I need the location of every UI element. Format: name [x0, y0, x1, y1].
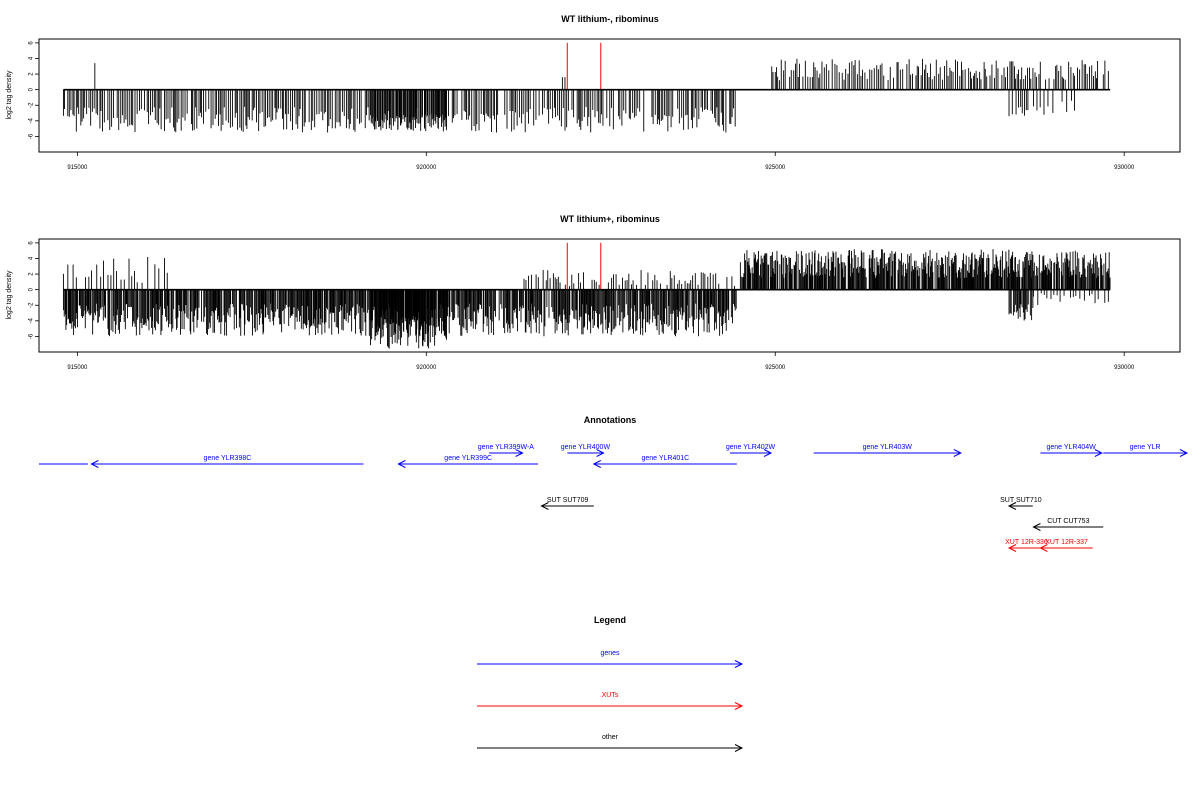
feature-label: gene YLR399C	[444, 455, 492, 462]
annotation-feature: gene YLR400W	[561, 444, 611, 457]
feature-arrowhead	[397, 460, 406, 468]
annotation-feature: gene YLR403W	[813, 444, 962, 457]
feature-arrowhead	[1039, 544, 1048, 552]
y-tick-label: 2	[29, 72, 35, 76]
legend-label: genes	[600, 650, 620, 657]
annotation-feature: gene YLR398C	[90, 455, 364, 468]
annotation-feature: XUT 12R-336	[1005, 539, 1048, 552]
feature-label: gene YLR398C	[204, 455, 252, 462]
feature-arrowhead	[1007, 502, 1017, 510]
y-axis-label: log2 tag density	[6, 270, 13, 320]
legend-item: XUTs	[477, 692, 744, 710]
feature-label: XUT 12R-336	[1005, 539, 1048, 546]
tag-density-bars	[62, 58, 1109, 133]
feature-label: XUT 12R-337	[1045, 539, 1088, 546]
feature-arrowhead	[596, 449, 605, 457]
feature-arrowhead	[1094, 449, 1103, 457]
y-tick-label: 0	[29, 87, 35, 91]
feature-label: gene YLR403W	[863, 444, 913, 451]
feature-label: gene YLR400W	[561, 444, 611, 451]
y-axis: 6 4 2 0 -2 -4 -6	[29, 241, 39, 339]
feature-arrowhead	[540, 502, 549, 510]
x-tick-label: 920000	[416, 165, 437, 171]
y-tick-label: -2	[29, 302, 35, 308]
y-tick-label: 4	[29, 56, 35, 60]
y-tick-label: 6	[29, 241, 35, 245]
y-tick-label: -4	[29, 318, 35, 324]
feature-arrowhead	[1007, 544, 1017, 552]
feature-label: gene YLR	[1130, 444, 1161, 451]
annotation-feature: XUT 12R-337	[1039, 539, 1093, 552]
x-tick-label: 925000	[765, 165, 786, 171]
annotation-feature: gene YLR	[1103, 444, 1189, 457]
y-tick-label: -6	[29, 333, 35, 339]
feature-arrowhead	[515, 449, 524, 457]
x-tick-label: 930000	[1114, 365, 1135, 371]
annotation-feature: gene YLR399C	[397, 455, 538, 468]
feature-arrowhead	[1032, 523, 1041, 531]
x-tick-label: 920000	[416, 365, 437, 371]
annotation-feature: SUT SUT709	[540, 497, 594, 510]
plot-frame	[38, 238, 1181, 353]
feature-arrowhead	[592, 460, 602, 468]
annotation-feature: gene YLR404W	[1040, 444, 1103, 457]
y-tick-label: 6	[29, 41, 35, 45]
y-tick-label: 4	[29, 256, 35, 260]
x-axis: 915000 920000 925000 930000	[67, 352, 1135, 371]
x-tick-label: 930000	[1114, 165, 1135, 171]
panel-title: WT lithium+, ribominus	[560, 214, 660, 224]
feature-label: CUT CUT753	[1047, 518, 1089, 525]
feature-arrowhead	[953, 449, 962, 457]
feature-label: gene YLR401C	[641, 455, 689, 462]
legend-arrowhead	[734, 744, 744, 752]
peak-markers	[566, 242, 602, 290]
feature-arrowhead	[763, 449, 773, 457]
y-tick-label: 2	[29, 272, 35, 276]
annotation-feature: CUT CUT753	[1032, 518, 1104, 531]
y-tick-label: -4	[29, 118, 35, 124]
annotation-feature: gene YLR401C	[592, 455, 737, 468]
feature-list: gene YLR398C gene YLR399W-A gene YLR399C ge…	[39, 444, 1189, 552]
feature-label: gene YLR404W	[1046, 444, 1096, 451]
annotation-feature: SUT SUT710	[1000, 497, 1042, 510]
tag-density-bars	[62, 249, 1111, 349]
x-tick-label: 915000	[67, 365, 88, 371]
plot-frame	[38, 38, 1181, 153]
feature-arrowhead	[1179, 449, 1189, 457]
feature-arrowhead	[90, 460, 99, 468]
y-tick-label: -2	[29, 102, 35, 108]
legend-arrowhead	[734, 702, 744, 710]
legend-title: Legend	[594, 615, 626, 625]
track-panel-lithium-plus: WT lithium+, ribominus log2 tag density …	[6, 214, 1181, 371]
legend-label: other	[602, 734, 619, 741]
x-tick-label: 915000	[67, 165, 88, 171]
feature-label: SUT SUT710	[1000, 497, 1042, 504]
legend-arrowhead	[734, 660, 744, 668]
feature-label: gene YLR402W	[726, 444, 776, 451]
annotation-feature: gene YLR402W	[726, 444, 776, 457]
legend-item: other	[477, 734, 744, 752]
y-axis-label: log2 tag density	[6, 70, 13, 120]
x-axis: 915000 920000 925000 930000	[67, 152, 1135, 171]
feature-label: SUT SUT709	[547, 497, 589, 504]
x-tick-label: 925000	[765, 365, 786, 371]
panel-title: WT lithium-, ribominus	[561, 14, 659, 24]
track-panel-lithium-minus: WT lithium-, ribominus log2 tag density …	[6, 14, 1181, 171]
y-axis: 6 4 2 0 -2 -4 -6	[29, 41, 39, 139]
annotation-feature: gene YLR399W-A	[478, 444, 534, 457]
legend-item: genes	[477, 650, 744, 668]
legend-items: genes XUTs other	[477, 650, 744, 752]
annotations-title: Annotations	[584, 415, 637, 425]
y-tick-label: 0	[29, 287, 35, 291]
y-tick-label: -6	[29, 133, 35, 139]
peak-markers	[566, 42, 602, 90]
legend: Legend genes XUTs other	[477, 615, 744, 752]
legend-label: XUTs	[602, 692, 619, 699]
feature-label: gene YLR399W-A	[478, 444, 534, 451]
